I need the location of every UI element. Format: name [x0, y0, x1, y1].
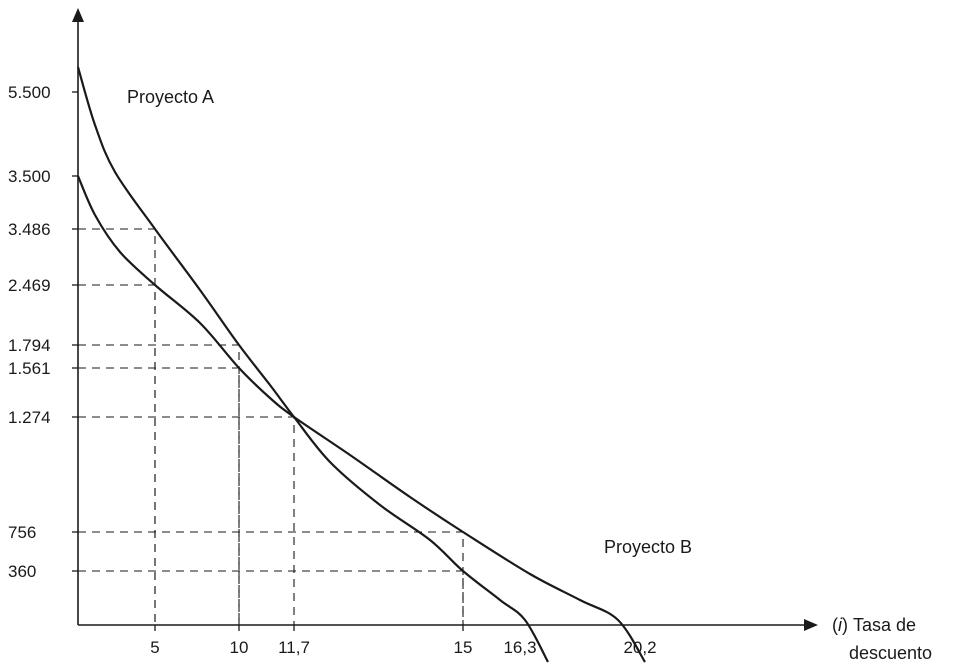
x-axis-arrowhead — [804, 619, 818, 631]
y-tick-label: 3.486 — [8, 220, 51, 239]
x-tick-marks — [154, 625, 464, 631]
y-tick-label: 2.469 — [8, 276, 51, 295]
x-tick-labels: 5 10 11,7 15 16,3 20,2 — [150, 638, 656, 657]
y-tick-label: 1.794 — [8, 336, 51, 355]
guide-line-4 — [78, 416, 295, 625]
series-proyecto-b-line — [76, 175, 646, 663]
y-tick-label: 1.561 — [8, 359, 51, 378]
y-tick-label: 5.500 — [8, 83, 51, 102]
series-label-proyecto-b: Proyecto B — [604, 537, 692, 557]
x-axis-title-open: ( — [832, 615, 838, 635]
x-tick-label: 11,7 — [278, 638, 310, 657]
x-axis-title-text: Tasa de — [853, 615, 916, 635]
y-axis-arrowhead — [72, 8, 84, 22]
x-axis-title-symbol: i — [838, 615, 843, 635]
series-proyecto-a-line — [76, 66, 549, 663]
y-tick-label: 756 — [8, 523, 36, 542]
y-tick-label: 3.500 — [8, 167, 51, 186]
y-tick-label: 360 — [8, 562, 36, 581]
x-tick-label: 16,3 — [503, 638, 536, 657]
guide-line-2 — [78, 344, 240, 625]
x-axis-title-line1: (i) Tasa de — [832, 615, 916, 635]
guide-line-0 — [78, 228, 156, 625]
series-label-proyecto-a: Proyecto A — [127, 87, 214, 107]
guide-line-6 — [78, 570, 464, 625]
y-tick-marks — [72, 91, 78, 572]
x-tick-label: 15 — [454, 638, 473, 657]
y-tick-label: 1.274 — [8, 408, 51, 427]
x-axis-title-close: ) — [842, 615, 848, 635]
x-tick-label: 20,2 — [623, 638, 656, 657]
x-tick-label: 5 — [150, 638, 159, 657]
x-tick-label: 10 — [230, 638, 249, 657]
guide-lines — [78, 228, 464, 625]
guide-line-1 — [78, 284, 156, 625]
guide-line-3 — [78, 367, 240, 625]
guide-line-5 — [78, 531, 464, 625]
x-axis-title-line2: descuento — [849, 643, 932, 663]
y-tick-labels: 5.500 3.500 3.486 2.469 1.794 1.561 1.274 756 36… — [8, 83, 51, 581]
